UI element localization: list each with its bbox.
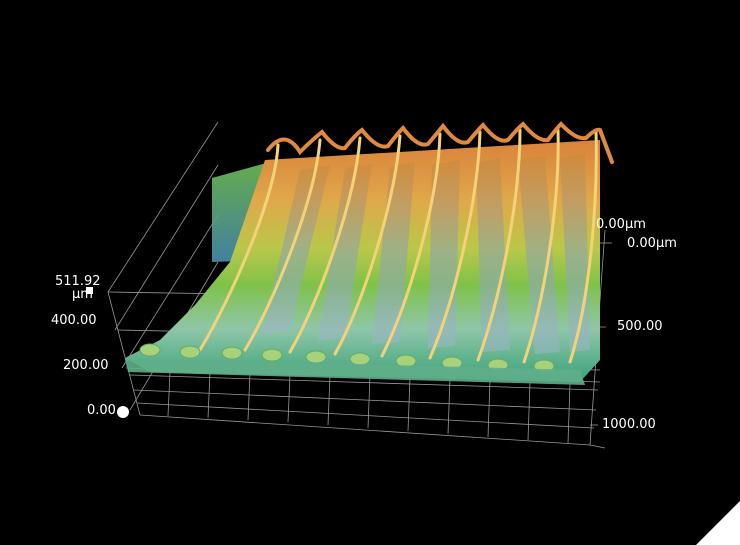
surface-ridges: [198, 121, 614, 364]
y-axis-tick-500: 500.00: [617, 319, 663, 334]
y-axis-origin-top-label: 0.00μm: [596, 217, 646, 232]
y-axis-origin-label: 0.00μm: [627, 236, 677, 251]
z-axis-max-label: 511.92: [55, 274, 101, 289]
z-origin-marker[interactable]: [117, 406, 129, 418]
surface-valleys: [262, 154, 590, 354]
z-axis-tick-0: 0.00: [87, 403, 116, 418]
y-axis-tick-1000: 1000.00: [602, 417, 656, 432]
z-axis-tick-200: 200.00: [63, 358, 109, 373]
z-axis-tick-400: 400.00: [51, 313, 97, 328]
surface-front-base: [125, 358, 585, 385]
surface-front-bumps: [139, 343, 555, 373]
z-max-marker[interactable]: [86, 287, 93, 294]
viewport-corner-handle[interactable]: [696, 501, 740, 545]
